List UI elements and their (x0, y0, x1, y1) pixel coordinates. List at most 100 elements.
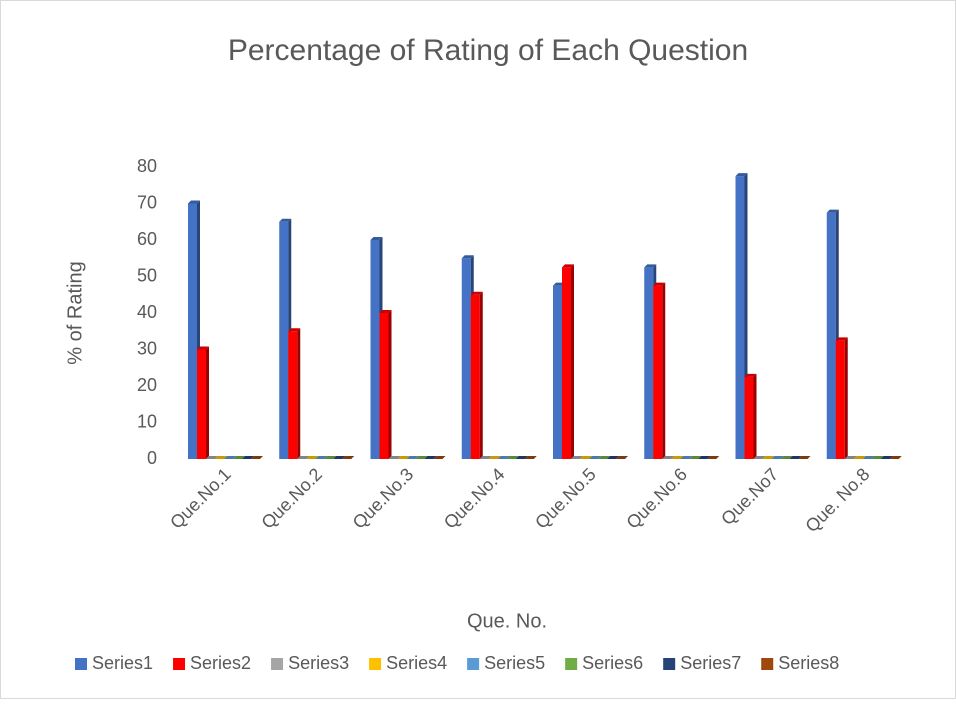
bar (224, 456, 236, 459)
bar (880, 456, 893, 459)
bar (607, 456, 619, 459)
bar-top (880, 456, 893, 459)
bar-front (644, 267, 654, 459)
bar-top (379, 310, 392, 313)
bar-top (288, 328, 301, 332)
bar (342, 456, 355, 459)
bar (215, 456, 227, 459)
bar-top (306, 456, 319, 459)
legend-label: Series5 (484, 653, 545, 673)
legend-label: Series1 (92, 653, 153, 673)
bar (580, 456, 592, 459)
bar (762, 456, 775, 459)
bar-top (698, 456, 711, 459)
bar-top (753, 456, 766, 459)
bar-top (580, 456, 592, 459)
bar (835, 337, 848, 459)
bar (862, 456, 875, 459)
bar-top (853, 456, 866, 459)
bar-side (479, 291, 483, 459)
bar (306, 456, 319, 459)
y-tick-label: 80 (137, 156, 157, 176)
legend-label: Series4 (386, 653, 447, 673)
bar (571, 456, 583, 459)
y-tick-label: 50 (137, 265, 157, 285)
bar-top (251, 456, 263, 459)
bar-top (315, 456, 328, 459)
legend-swatch (75, 658, 87, 670)
bar-top (598, 456, 610, 459)
bar (698, 456, 711, 459)
legend-label: Series8 (778, 653, 839, 673)
bar-side (206, 346, 209, 459)
bar (315, 456, 328, 459)
bar (233, 456, 245, 459)
bar (653, 282, 666, 459)
bar (242, 456, 254, 459)
bar-front (826, 212, 836, 459)
bar-top (215, 456, 227, 459)
y-tick-label: 70 (137, 192, 157, 212)
bar-front (370, 240, 380, 459)
bar-top (388, 456, 401, 459)
bar (871, 456, 884, 459)
bar (662, 456, 675, 459)
bar-top (707, 456, 720, 459)
bar (415, 456, 428, 459)
bar-top (571, 456, 583, 459)
bar (297, 456, 310, 459)
bar-top (798, 456, 811, 459)
bar-top (342, 456, 355, 459)
bar-front (288, 331, 298, 459)
bar-top (607, 456, 619, 459)
bar (780, 456, 793, 459)
bar-top (206, 456, 218, 459)
bar (406, 456, 419, 459)
bar-top (844, 456, 857, 459)
bar-top (233, 456, 245, 459)
bar-top (479, 456, 492, 459)
bar-side (571, 264, 574, 459)
bar (324, 456, 337, 459)
bar (589, 456, 601, 459)
y-axis-title: % of Rating (64, 261, 86, 364)
bar-top (333, 456, 346, 459)
bar-top (762, 456, 775, 459)
legend-swatch (173, 658, 186, 670)
bar (497, 456, 510, 459)
y-tick-label: 10 (137, 411, 157, 431)
bar-top (424, 456, 437, 459)
legend-swatch (565, 658, 578, 670)
bar-top (689, 456, 702, 459)
legend-swatch (369, 658, 382, 670)
bar (424, 456, 437, 459)
bar-front (553, 285, 562, 459)
bar (506, 456, 519, 459)
bar-top (297, 456, 310, 459)
bar-top (835, 337, 848, 341)
bar (251, 456, 263, 459)
bar-front (735, 176, 745, 459)
bar-top (188, 200, 200, 204)
chart-title: Percentage of Rating of Each Question (228, 34, 748, 67)
bar-side (753, 373, 757, 459)
bar (479, 456, 492, 459)
bar (397, 456, 410, 459)
bar-top (871, 456, 884, 459)
bar-front (653, 285, 663, 459)
legend-swatch (271, 658, 284, 670)
bar-top (616, 456, 628, 459)
bar-top (433, 456, 446, 459)
bar (771, 456, 784, 459)
bar-top (780, 456, 793, 459)
bar-top (197, 346, 209, 350)
legend-swatch (663, 658, 676, 670)
x-axis-title: Que. No. (467, 610, 547, 632)
legend-label: Series2 (190, 653, 251, 673)
bar-top (515, 456, 528, 459)
bar-top (397, 456, 410, 459)
y-tick-label: 30 (137, 338, 157, 358)
bar-top (771, 456, 784, 459)
bar (616, 456, 628, 459)
bar-front (744, 376, 754, 459)
